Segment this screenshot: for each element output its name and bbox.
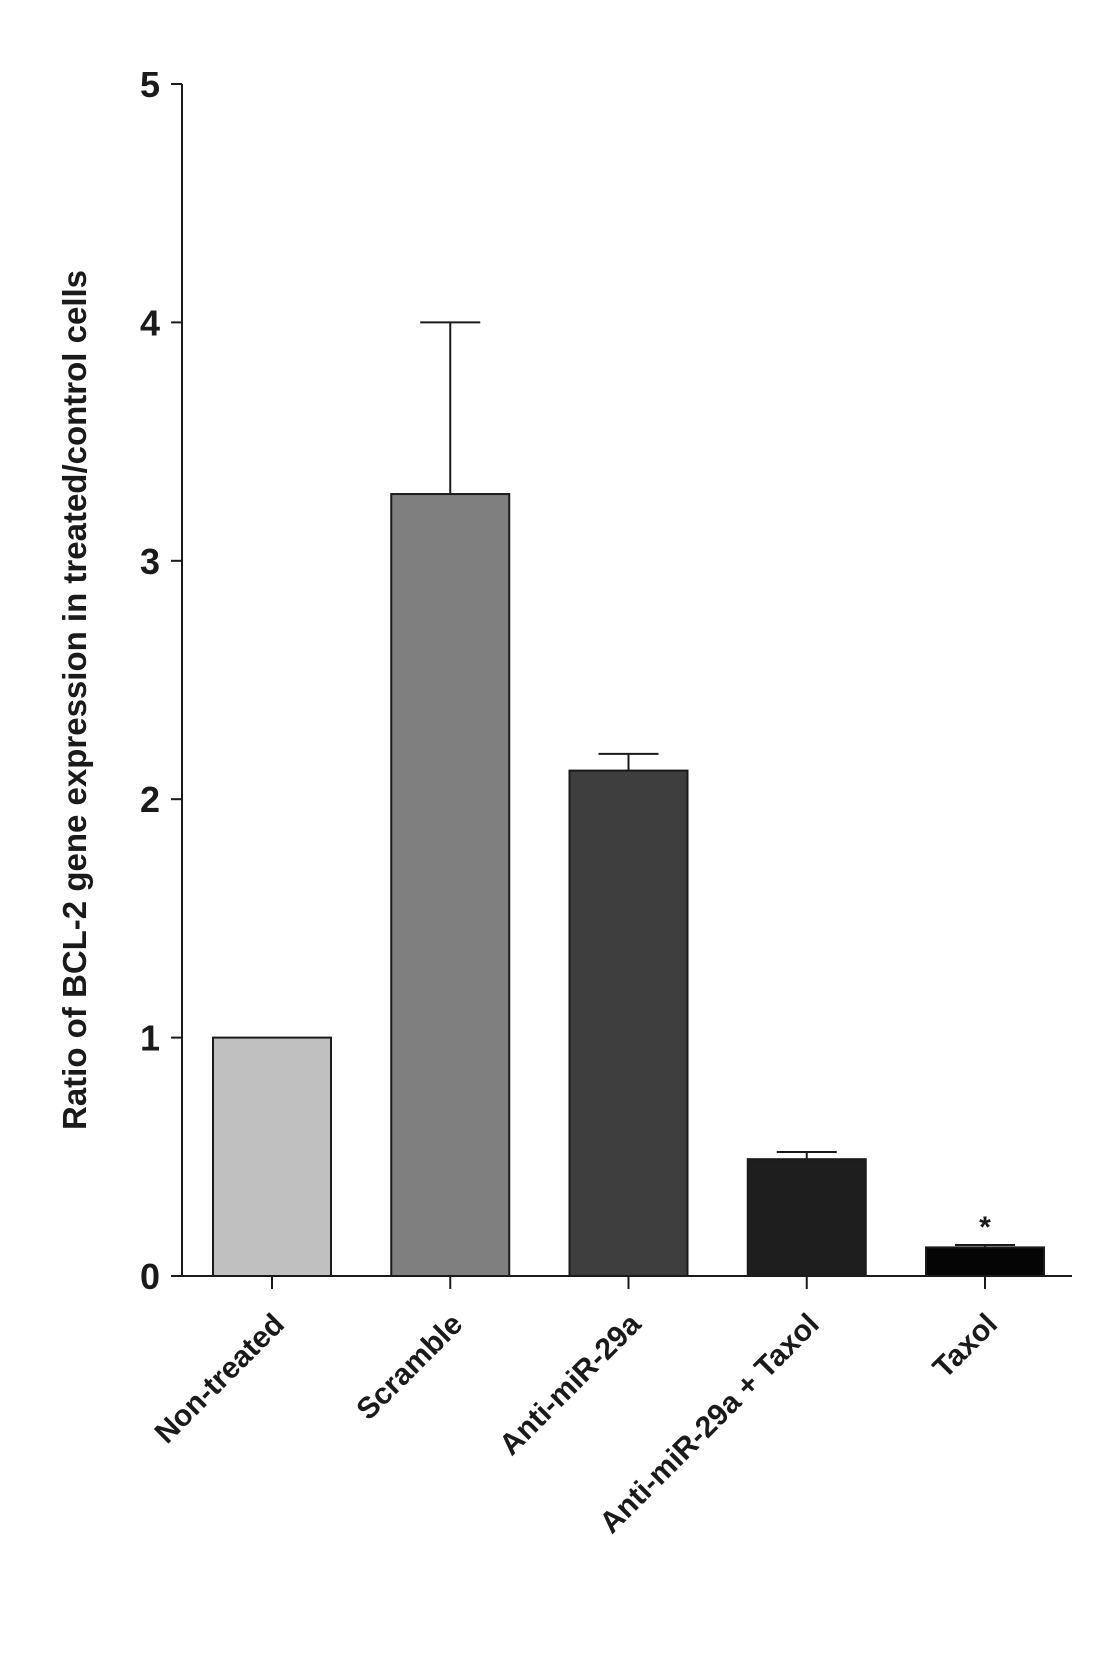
y-tick-label: 5	[140, 64, 160, 105]
y-axis-title: Ratio of BCL-2 gene expression in treate…	[56, 270, 93, 1130]
bar	[390, 493, 511, 1278]
x-tick-label: Anti-miR-29a	[493, 1307, 647, 1461]
significance-marker: *	[979, 1211, 991, 1244]
error-bars-group	[420, 321, 1015, 1248]
y-axis-title-group: Ratio of BCL-2 gene expression in treate…	[56, 270, 93, 1130]
y-tick-label: 4	[140, 302, 160, 343]
annotations-group: *	[979, 1211, 991, 1244]
bars-group	[212, 493, 1045, 1278]
y-tick-label: 2	[140, 779, 160, 820]
x-tick-label: Non-treated	[149, 1308, 291, 1450]
x-tick-label: Taxol	[927, 1308, 1004, 1385]
y-tick-label: 1	[140, 1018, 160, 1059]
y-tick-label: 3	[140, 541, 160, 582]
axes-group	[181, 84, 1072, 1277]
x-tick-label: Scramble	[350, 1308, 469, 1427]
x-ticks-group: Non-treated Scramble Anti-miR-29aAnti-miR-…	[149, 1276, 1004, 1540]
bar	[212, 1036, 332, 1277]
bar	[746, 1158, 867, 1277]
bar	[568, 769, 689, 1277]
bar	[925, 1246, 1045, 1277]
y-tick-label: 0	[140, 1256, 160, 1297]
y-ticks-group: 0 1 2 3 4 5	[140, 64, 182, 1297]
